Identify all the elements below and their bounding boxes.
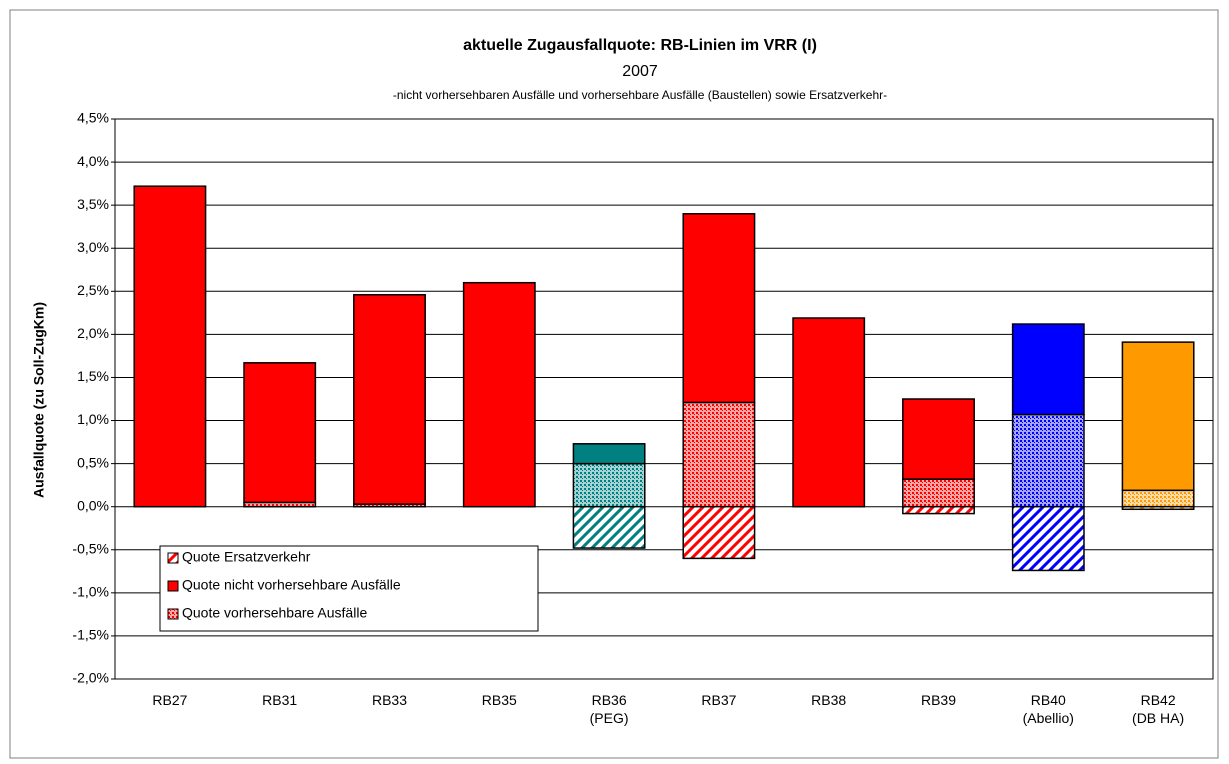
bar-segment [572,443,646,465]
bar-segment [1011,505,1085,572]
y-axis-label: Ausfallquote (zu Soll-ZugKm) [31,302,47,498]
legend-label: Quote Ersatzverkehr [182,549,311,565]
bar-segment [1121,341,1195,492]
x-tick-label: RB40 (Abellio) [1022,692,1074,726]
y-tick-label: 4,5% [77,110,109,126]
y-tick-label: 2,5% [77,282,109,298]
bar-segment [1121,489,1195,508]
y-tick-label: 1,5% [77,368,109,384]
bar-segment [902,505,975,515]
legend-swatch [167,608,179,620]
legend-swatch [167,552,179,564]
bar-segment [682,401,756,508]
y-tick-label: -2,0% [72,670,109,686]
chart-note: -nicht vorhersehbaren Ausfälle und vorhe… [393,88,887,102]
legend-box [159,545,539,632]
bar-segment [353,294,426,505]
x-tick-label: RB42 (DB HA) [1132,692,1185,726]
bar-segment [1011,413,1085,508]
bar-segment [682,505,756,560]
chart-subtitle: 2007 [622,63,658,80]
bar-segment [133,185,207,508]
y-tick-label: 3,0% [77,239,109,255]
legend-label: Quote vorhersehbare Ausfälle [182,605,367,621]
legend-label: Quote nicht vorhersehbare Ausfälle [182,577,401,593]
legend-swatch [167,580,179,592]
bar-segment [1121,505,1195,511]
y-tick-label: 0,0% [77,497,109,513]
y-tick-label: 2,0% [77,325,109,341]
bar-segment [1011,323,1085,416]
bar-segment [243,362,317,504]
x-tick-label: RB39 [920,692,957,708]
y-tick-label: -0,5% [72,540,109,556]
x-tick-label: RB27 [152,692,188,708]
bar-segment [902,478,975,508]
x-tick-label: RB38 [811,692,847,708]
x-tick-label: RB33 [371,692,408,708]
y-tick-label: 0,5% [77,454,109,470]
y-tick-label: -1,5% [72,627,109,643]
bar-segment [572,505,646,549]
x-tick-label: RB36 (PEG) [589,692,629,726]
bar-segment [792,317,866,508]
chart-title: aktuelle Zugausfallquote: RB-Linien im V… [463,37,817,54]
bar-segment [462,281,536,508]
y-tick-label: -1,0% [72,584,109,600]
bar-segment [682,213,756,404]
y-tick-label: 4,0% [77,153,109,169]
y-tick-label: 3,5% [77,196,109,212]
bar-segment [572,462,646,508]
y-tick-label: 1,0% [77,411,109,427]
bar-segment [902,398,975,480]
x-tick-label: RB31 [262,692,298,708]
x-tick-label: RB35 [481,692,517,708]
x-tick-label: RB37 [701,692,737,708]
